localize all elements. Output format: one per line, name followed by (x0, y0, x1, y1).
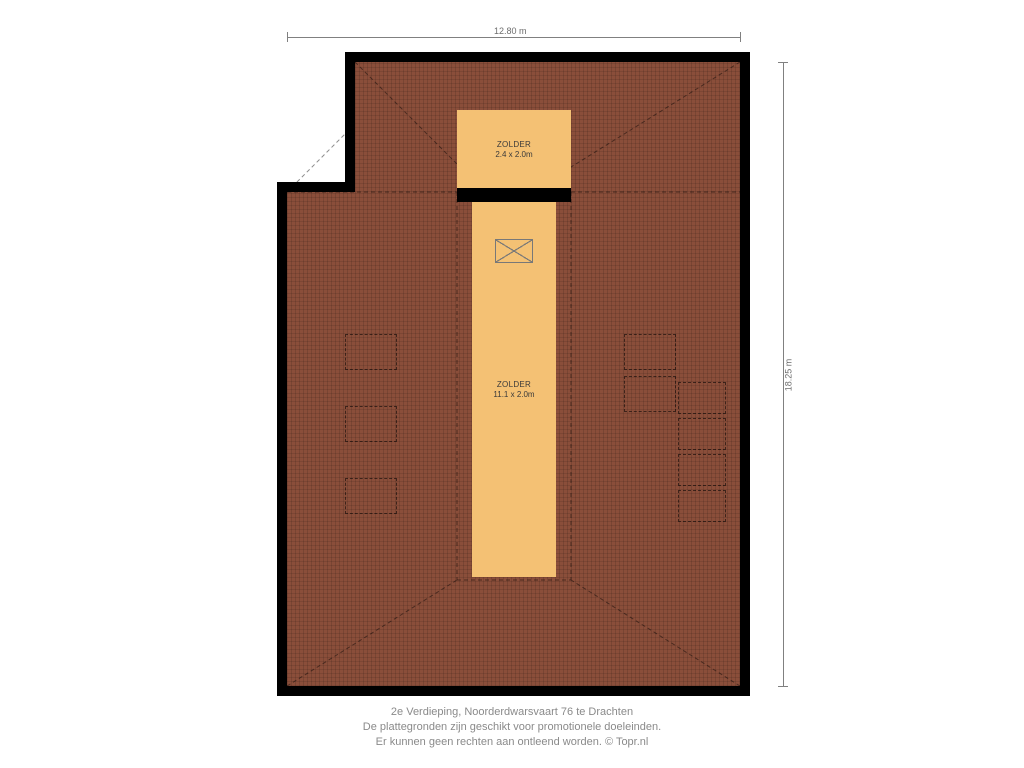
caption-line-2: De plattegronden zijn geschikt voor prom… (0, 720, 1024, 735)
skylight-right-stack-4 (678, 490, 726, 522)
skylight-right-pair-2 (624, 376, 676, 412)
caption-line-1: 2e Verdieping, Noorderdwarsvaart 76 te D… (0, 705, 1024, 720)
skylight-right-stack-1 (678, 382, 726, 414)
room-zolder-top: ZOLDER 2.4 x 2.0m (457, 110, 571, 188)
room-zolder-top-label: ZOLDER (497, 140, 531, 149)
wall-lower-left (277, 182, 287, 696)
skylight-left-2 (345, 406, 397, 442)
hatch-icon (495, 239, 533, 263)
caption: 2e Verdieping, Noorderdwarsvaart 76 te D… (0, 705, 1024, 750)
skylight-right-pair-1 (624, 334, 676, 370)
skylight-right-stack-3 (678, 454, 726, 486)
dim-top-line (287, 37, 740, 38)
wall-step-right-bar (740, 182, 750, 192)
wall-upper-left (345, 52, 355, 192)
dim-top-tick-right (740, 32, 741, 42)
skylight-left-3 (345, 478, 397, 514)
wall-upper-top (345, 52, 750, 62)
caption-line-3: Er kunnen geen rechten aan ontleend word… (0, 735, 1024, 750)
skylight-left-1 (345, 334, 397, 370)
wall-step-left (277, 182, 355, 192)
wall-upper-right (740, 52, 750, 192)
dim-right-label: 18.25 m (783, 359, 793, 392)
dim-right-tick-top (778, 62, 788, 63)
wall-lower-right (740, 182, 750, 696)
room-zolder-main-dims: 11.1 x 2.0m (493, 390, 534, 399)
room-zolder-main-label: ZOLDER (497, 380, 531, 389)
room-zolder-top-dims: 2.4 x 2.0m (495, 150, 532, 159)
floorplan-stage: 12.80 m 18.25 m (0, 0, 1024, 768)
zolder-divider (457, 188, 571, 202)
dim-top-tick-left (287, 32, 288, 42)
dim-top-label: 12.80 m (494, 26, 527, 36)
dim-right-tick-bottom (778, 686, 788, 687)
wall-lower-bottom (277, 686, 750, 696)
skylight-right-stack-2 (678, 418, 726, 450)
